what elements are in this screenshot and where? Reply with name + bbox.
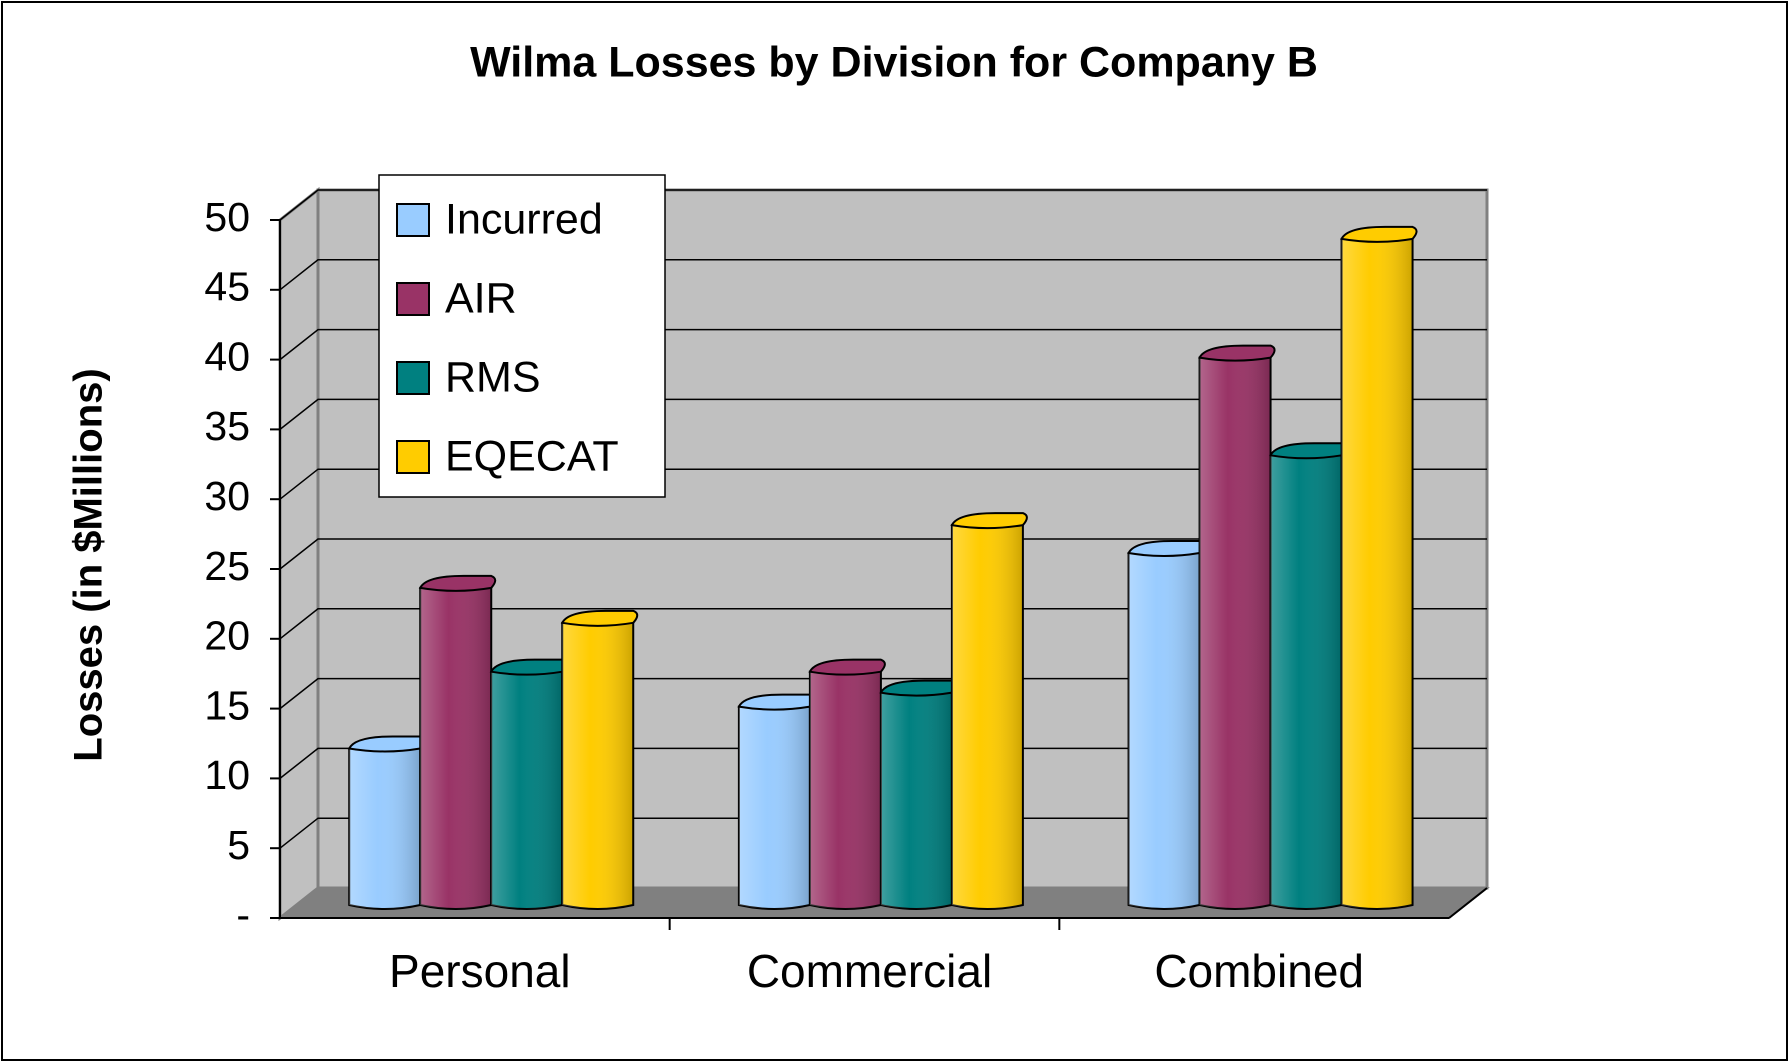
bar [1198,344,1276,910]
grid-line [279,538,1487,570]
y-tick-label: - [236,892,250,938]
chart-title: Wilma Losses by Division for Company B [470,38,1318,86]
bar-shade [491,671,563,909]
bar [1127,540,1205,910]
y-tick-label: 25 [204,543,250,589]
bar [1269,442,1347,910]
y-tick-label: 10 [204,752,250,798]
bar-top [1198,344,1276,362]
legend-label: Incurred [445,195,603,243]
bar-shade [1199,357,1271,910]
grid-line [279,328,1487,361]
y-tick-label: 35 [204,403,250,449]
bar [1340,225,1418,910]
y-tick-label: 5 [227,822,250,868]
bar [879,679,957,910]
y-tick-label: 40 [204,333,250,379]
grid-line [279,608,1487,640]
legend-label: EQECAT [445,432,619,480]
bar-shade [1341,238,1413,910]
bar [737,693,815,910]
floor-edge [1448,887,1488,919]
grid-line [279,468,1487,500]
legend-label: RMS [445,353,541,401]
y-tick-label: 15 [204,682,250,728]
legend-swatch [396,203,430,237]
y-tick-label: 45 [204,264,250,310]
bar-top [560,609,639,627]
y-tick-label: 30 [204,473,250,519]
x-tick-label: Combined [1154,945,1364,997]
grid-line [279,817,1487,849]
y-tick-label: 50 [204,194,250,240]
y-axis-label: Losses (in $Millions) [67,368,111,761]
bar-top [950,512,1028,530]
bar-shade [562,622,634,909]
legend-swatch [396,361,430,395]
bar-shade [809,671,881,909]
bar-top [418,574,497,592]
grid-line [279,259,1487,291]
bar-shade [349,748,421,909]
y-tick-label: 20 [204,613,250,659]
bar-shade [880,692,952,909]
bar [560,609,639,910]
x-tick-label: Personal [389,945,571,997]
bar-shade [951,525,1023,909]
bar [950,512,1028,910]
legend-label: AIR [445,274,517,322]
legend-swatch [396,440,430,474]
bar-shade [1270,455,1342,909]
grid-line [279,398,1487,430]
bar-top [1340,225,1418,243]
bar-shade [1128,553,1200,909]
x-tick-label: Commercial [747,945,992,997]
grid-line [279,189,1487,221]
bar-shade [738,706,810,909]
grid-line [279,747,1487,779]
legend-swatch [396,282,430,316]
bar [808,658,886,910]
bar [347,735,426,910]
bar [418,574,497,910]
bar-top [808,658,886,676]
bar-shade [420,587,492,909]
grid-line [279,677,1487,710]
bar [489,658,568,910]
